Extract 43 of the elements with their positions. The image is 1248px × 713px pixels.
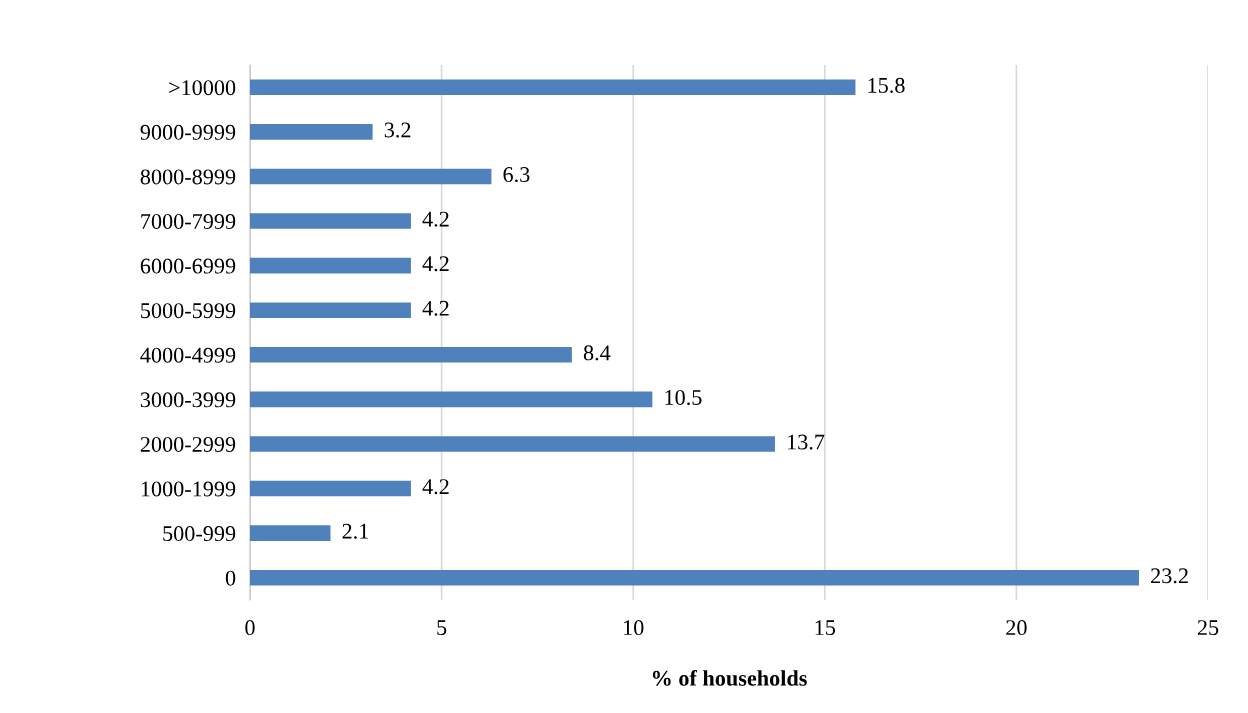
y-tick-label: 4000-4999 <box>140 347 236 363</box>
x-tick-label: 15 <box>815 620 836 636</box>
bar <box>250 569 1140 586</box>
data-label: 8.4 <box>583 345 611 361</box>
y-tick-label: 8000-8999 <box>140 169 236 185</box>
y-tick-label: >10000 <box>169 80 236 96</box>
bar <box>250 213 411 229</box>
y-tick-label: 2000-2999 <box>140 436 236 452</box>
bar <box>250 302 411 319</box>
data-label: 4.2 <box>422 300 449 316</box>
x-tick-label: 0 <box>245 620 255 636</box>
y-tick-label: 5000-5999 <box>141 303 236 319</box>
data-label: 4.2 <box>422 479 449 495</box>
data-label: 4.2 <box>422 211 449 227</box>
x-axis-title: % of households <box>652 669 807 686</box>
bar <box>250 168 492 185</box>
bar <box>250 79 856 96</box>
data-label: 6.3 <box>503 167 530 183</box>
bar <box>250 525 331 541</box>
data-label: 13.7 <box>788 434 825 450</box>
data-label: 10.5 <box>665 389 702 406</box>
y-tick-label: 9000-9999 <box>140 124 236 140</box>
x-tick-label: 10 <box>624 620 644 636</box>
data-label: 3.2 <box>384 122 411 138</box>
y-tick-label: 500-999 <box>163 526 236 542</box>
data-label: 2.1 <box>342 523 369 539</box>
bar <box>250 436 775 452</box>
y-tick-label: 7000-7999 <box>141 213 236 229</box>
x-tick-label: 25 <box>1197 620 1219 636</box>
y-tick-label: 3000-3999 <box>140 392 236 408</box>
bar <box>250 480 411 497</box>
data-label: 4.2 <box>422 256 449 272</box>
data-label: 15.8 <box>868 77 905 93</box>
bar <box>250 391 653 408</box>
bar <box>250 346 572 363</box>
x-tick-label: 20 <box>1006 620 1027 636</box>
y-tick-label: 6000-6999 <box>140 258 236 274</box>
bar <box>250 124 373 140</box>
y-tick-label: 1000-1999 <box>141 481 236 497</box>
data-label: 23.2 <box>1151 568 1188 584</box>
bar <box>250 257 411 274</box>
y-tick-label: 0 <box>225 570 236 586</box>
x-tick-label: 5 <box>437 620 447 636</box>
